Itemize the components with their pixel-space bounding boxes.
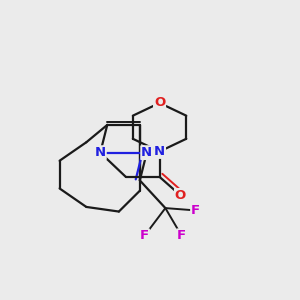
Text: O: O (154, 97, 165, 110)
Text: N: N (95, 146, 106, 159)
Text: N: N (154, 145, 165, 158)
Text: F: F (191, 204, 200, 217)
Text: F: F (140, 229, 149, 242)
Text: N: N (141, 146, 152, 159)
Text: F: F (177, 229, 186, 242)
Text: O: O (175, 189, 186, 202)
